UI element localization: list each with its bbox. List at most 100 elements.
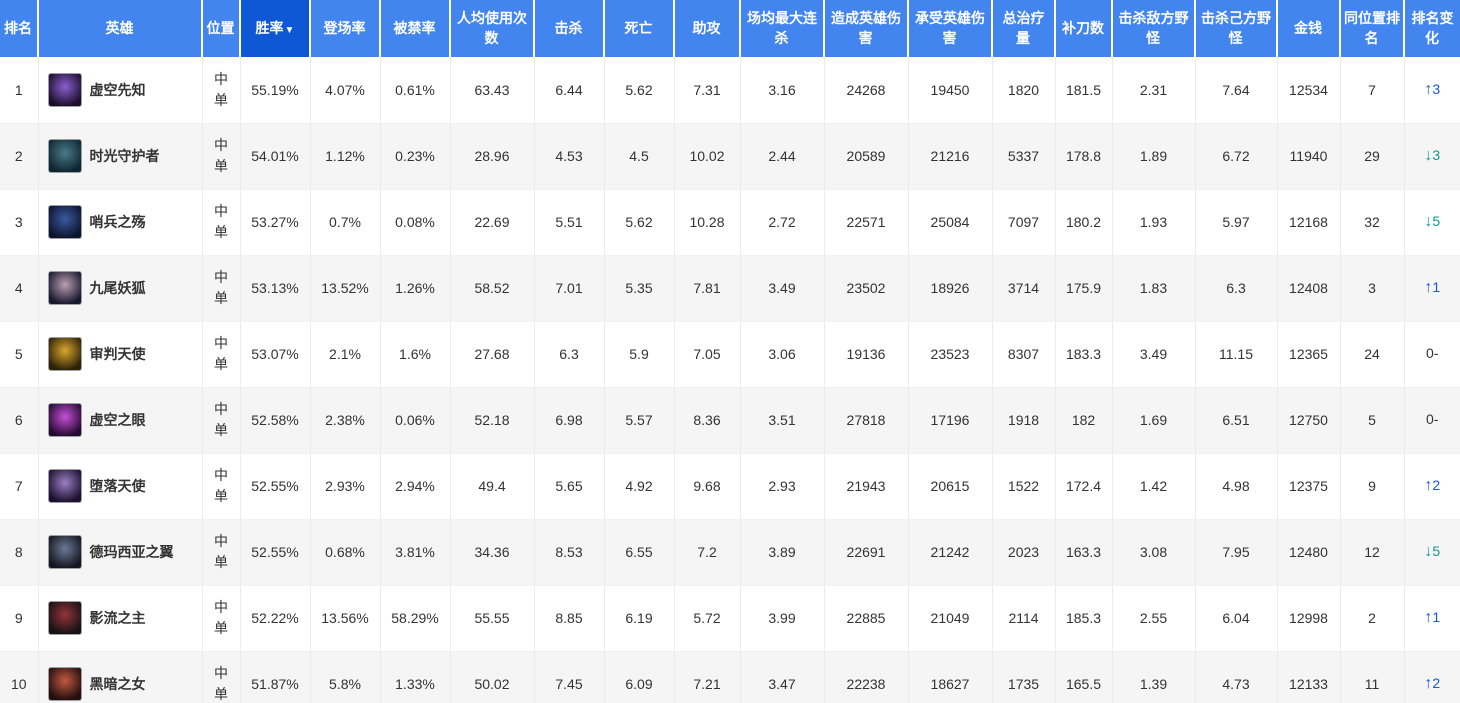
assists-cell: 7.05 [674, 321, 741, 388]
rank-change-value: 1 [1432, 609, 1441, 625]
assists-cell: 9.68 [674, 453, 741, 520]
hero-name[interactable]: 虚空之眼 [89, 412, 146, 428]
damage-dealt-cell: 22238 [824, 651, 909, 703]
column-header[interactable]: 排名 [0, 0, 39, 57]
hero-cell[interactable]: 哨兵之殇 [38, 189, 203, 256]
column-header[interactable]: 承受英雄伤害 [908, 0, 993, 57]
hero-portrait-icon[interactable] [48, 140, 81, 172]
column-header[interactable]: 排名变化 [1404, 0, 1460, 57]
assists-cell: 7.2 [674, 519, 741, 586]
hero-portrait-icon[interactable] [48, 470, 81, 502]
position-rank-cell: 32 [1340, 189, 1405, 256]
ally-jungle-cell: 5.97 [1195, 189, 1278, 256]
position-value: 中单 [214, 70, 228, 108]
rank-change-value: 1 [1432, 279, 1441, 295]
column-header[interactable]: 场均最大连杀 [740, 0, 825, 57]
rank-value: 6 [14, 412, 23, 428]
column-header[interactable]: 击杀 [534, 0, 605, 57]
hero-cell[interactable]: 九尾妖狐 [38, 255, 203, 322]
ally-jungle-cell: 7.95 [1195, 519, 1278, 586]
damage-taken-cell: 21049 [908, 585, 993, 652]
table-row: 6 虚空之眼 中单 52.58% 2.38% 0.06% 52.18 6.98 … [0, 387, 1460, 454]
rank-value: 10 [10, 676, 27, 692]
column-header[interactable]: 位置 [202, 0, 241, 57]
hero-portrait-icon[interactable] [48, 404, 81, 436]
win-rate-cell: 52.22% [240, 585, 311, 652]
pick-rate-cell: 2.1% [310, 321, 381, 388]
rank-value: 4 [14, 280, 23, 296]
column-header[interactable]: 同位置排名 [1340, 0, 1405, 57]
column-header[interactable]: 击杀敌方野怪 [1112, 0, 1196, 57]
column-header[interactable]: 人均使用次数 [450, 0, 535, 57]
enemy-jungle-cell: 3.49 [1112, 321, 1196, 388]
column-header[interactable]: 死亡 [604, 0, 675, 57]
column-header-label: 总治疗量 [1002, 10, 1045, 47]
damage-dealt-cell: 20589 [824, 123, 909, 190]
hero-cell[interactable]: 虚空先知 [38, 57, 203, 124]
avg-uses-cell: 34.36 [450, 519, 535, 586]
column-header[interactable]: 补刀数 [1055, 0, 1113, 57]
hero-cell[interactable]: 审判天使 [38, 321, 203, 388]
position-cell: 中单 [202, 57, 241, 124]
hero-name[interactable]: 虚空先知 [89, 81, 146, 98]
damage-dealt-cell: 27818 [824, 387, 909, 454]
rank-change-cell: ↓5 [1404, 519, 1460, 586]
hero-portrait-icon[interactable] [48, 668, 81, 700]
damage-dealt-cell: 22885 [824, 585, 909, 652]
column-header-label: 补刀数 [1062, 20, 1104, 37]
hero-name[interactable]: 德玛西亚之翼 [89, 544, 174, 560]
hero-cell[interactable]: 堕落天使 [38, 453, 203, 520]
hero-cell[interactable]: 时光守护者 [38, 123, 203, 190]
hero-name[interactable]: 审判天使 [89, 346, 146, 362]
hero-name[interactable]: 堕落天使 [89, 478, 146, 494]
column-header[interactable]: 击杀己方野怪 [1195, 0, 1278, 57]
pick-rate-cell: 4.07% [310, 57, 381, 124]
rank-cell: 1 [0, 57, 39, 124]
rank-change-value: 2 [1432, 675, 1441, 691]
column-header-label: 人均使用次数 [457, 10, 527, 47]
healing-cell: 1820 [992, 57, 1056, 124]
gold-cell: 12375 [1277, 453, 1341, 520]
hero-name[interactable]: 哨兵之殇 [89, 214, 146, 230]
table-row: 4 九尾妖狐 中单 53.13% 13.52% 1.26% 58.52 7.01… [0, 255, 1460, 322]
hero-cell[interactable]: 黑暗之女 [38, 651, 203, 703]
table-row: 9 影流之主 中单 52.22% 13.56% 58.29% 55.55 8.8… [0, 585, 1460, 652]
win-rate-cell: 54.01% [240, 123, 311, 190]
hero-name[interactable]: 九尾妖狐 [89, 280, 146, 296]
enemy-jungle-cell: 1.39 [1112, 651, 1196, 703]
rank-cell: 4 [0, 255, 39, 322]
hero-portrait-icon[interactable] [48, 272, 81, 304]
column-header[interactable]: 助攻 [674, 0, 741, 57]
gold-cell: 12998 [1277, 585, 1341, 652]
column-header[interactable]: 胜率▼ [240, 0, 311, 57]
column-header-label: 被禁率 [393, 20, 436, 37]
column-header[interactable]: 总治疗量 [992, 0, 1056, 57]
kills-cell: 6.98 [534, 387, 605, 454]
hero-name[interactable]: 黑暗之女 [89, 676, 146, 692]
assists-cell: 8.36 [674, 387, 741, 454]
column-header[interactable]: 造成英雄伤害 [824, 0, 909, 57]
position-value: 中单 [214, 203, 228, 240]
hero-portrait-icon[interactable] [48, 536, 81, 568]
position-cell: 中单 [202, 387, 241, 454]
avg-uses-cell: 28.96 [450, 123, 535, 190]
ban-rate-cell: 1.26% [380, 255, 451, 322]
hero-cell[interactable]: 德玛西亚之翼 [38, 519, 203, 586]
hero-portrait-icon[interactable] [48, 338, 81, 370]
rank-cell: 5 [0, 321, 39, 388]
hero-name[interactable]: 时光守护者 [89, 148, 160, 164]
hero-portrait-icon[interactable] [48, 206, 81, 238]
column-header[interactable]: 登场率 [310, 0, 381, 57]
hero-portrait-icon[interactable] [48, 73, 81, 106]
column-header[interactable]: 被禁率 [380, 0, 451, 57]
column-header[interactable]: 金钱 [1277, 0, 1341, 57]
hero-cell[interactable]: 虚空之眼 [38, 387, 203, 454]
healing-cell: 1918 [992, 387, 1056, 454]
column-header-label: 金钱 [1294, 20, 1322, 37]
avg-max-spree-cell: 2.93 [740, 453, 825, 520]
hero-portrait-icon[interactable] [48, 602, 81, 634]
column-header[interactable]: 英雄 [38, 0, 203, 57]
hero-cell[interactable]: 影流之主 [38, 585, 203, 652]
hero-name[interactable]: 影流之主 [89, 610, 146, 626]
enemy-jungle-cell: 2.55 [1112, 585, 1196, 652]
